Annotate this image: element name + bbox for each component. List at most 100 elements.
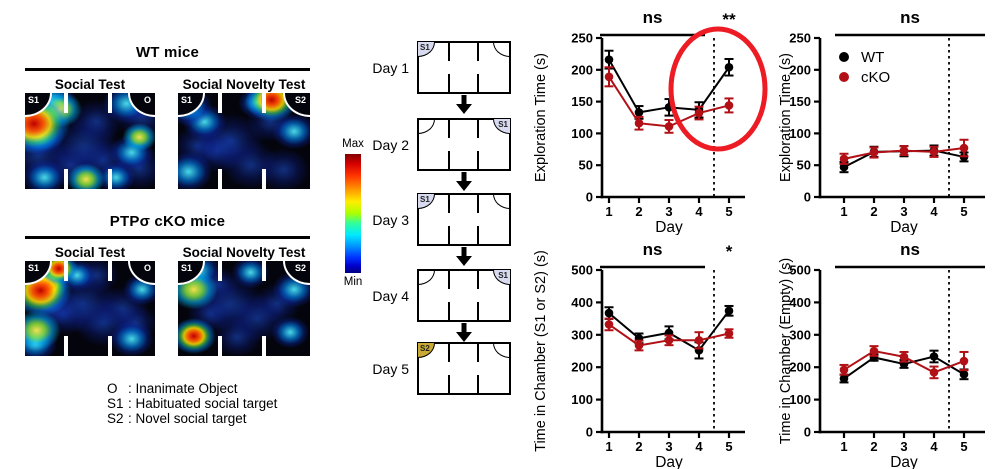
abbreviation-legend: O : Inanimate Object S1: Habituated social…: [107, 381, 277, 426]
ns-label: ns: [900, 8, 920, 27]
data-point: [724, 101, 734, 110]
chamber-divider: [217, 261, 222, 281]
x-tick-label: 1: [840, 204, 847, 219]
legend-text: : Novel social target: [128, 411, 247, 426]
apparatus-corner-tl: [418, 119, 435, 134]
charts-grid: ns ** 0 50 100 150 200 250 1 2 3 4 5 Exploration Time…: [530, 0, 1000, 469]
cage-label: S1: [181, 95, 193, 105]
x-tick-label: 2: [635, 439, 642, 454]
x-tick-label: 4: [695, 204, 703, 219]
y-tick-label: 200: [571, 62, 593, 77]
apparatus-divider: [447, 271, 450, 289]
y-tick-label: 200: [571, 360, 593, 375]
heatmap-test-label: Social Novelty Test: [182, 77, 306, 92]
y-tick-label: 500: [789, 263, 811, 278]
apparatus-divider: [447, 226, 450, 244]
apparatus-corner-label: S1: [498, 120, 508, 129]
heatmap-wt-novelty: S1 S2: [178, 93, 310, 189]
chamber-divider: [63, 261, 68, 281]
chamber-divider: [63, 336, 68, 356]
series-cKO: [839, 138, 969, 165]
apparatus-corner-tl: S1: [418, 194, 435, 209]
significance-label: **: [722, 10, 736, 29]
cage-label: S1: [28, 95, 40, 105]
chart-time-chamber-social: ns * 0 100 200 300 400 500 1 2 3 4 5 Time in Chamber …: [533, 240, 745, 469]
y-tick-label: 100: [571, 392, 593, 407]
legend-row: S1: Habituated social target: [107, 396, 277, 411]
cage-label: S2: [294, 263, 306, 273]
chamber-divider: [217, 168, 222, 189]
apparatus-box: S1: [417, 118, 511, 171]
apparatus-corner-tr: [493, 42, 510, 57]
y-tick-label: 0: [586, 190, 593, 205]
apparatus-corner-tr: [493, 194, 510, 209]
x-tick-label: 3: [665, 439, 672, 454]
highlight-ellipse: [668, 26, 768, 152]
heatmap-test-label: Social Test: [54, 77, 126, 92]
y-tick-label: 0: [804, 425, 811, 440]
data-point: [604, 55, 614, 64]
apparatus-divider: [477, 375, 480, 393]
day-label: Day 1: [372, 60, 409, 76]
data-point: [604, 308, 614, 318]
x-tick-label: 4: [930, 439, 938, 454]
apparatus-corner-label: S1: [498, 271, 508, 280]
x-tick-label: 2: [635, 204, 642, 219]
chamber-divider: [217, 336, 222, 356]
heatmap-panel: WT mice Social Test S1 O Social Novelty Test…: [0, 0, 335, 469]
y-tick-label: 300: [789, 327, 811, 342]
legend-label-cKO: cKO: [861, 69, 890, 86]
apparatus-divider: [447, 344, 450, 362]
y-axis-title: Exploration Time (s): [533, 53, 549, 182]
cage-corner-left: S1: [178, 93, 205, 117]
y-tick-label: 100: [789, 392, 811, 407]
chamber-divider: [262, 168, 267, 189]
legend-key: O: [107, 381, 118, 396]
data-point: [839, 154, 849, 164]
y-tick-label: 250: [571, 31, 593, 46]
data-point: [959, 143, 969, 153]
apparatus-divider: [477, 151, 480, 169]
legend-row: S2: Novel social target: [107, 411, 277, 426]
day-label: Day 3: [372, 212, 409, 228]
x-axis-title: Day: [655, 219, 683, 235]
apparatus-box: S1: [417, 41, 511, 94]
heatmap-group-title: PTPσ cKO mice: [109, 213, 226, 230]
apparatus-corner-tl: S1: [418, 42, 435, 57]
heatmap-group-title: WT mice: [135, 44, 200, 61]
day-label: Day 4: [372, 288, 409, 304]
legend-key: S1: [107, 396, 124, 411]
data-point: [664, 336, 674, 345]
legend-text: : Inanimate Object: [128, 381, 238, 396]
chart-exploration-habituation: ns 0 50 100 150 200 250 1 2 3 4 5 Exploration Time (…: [778, 8, 985, 235]
data-point: [664, 122, 674, 131]
data-point: [959, 356, 969, 366]
x-tick-label: 5: [960, 439, 967, 454]
chamber-divider: [262, 261, 267, 281]
apparatus-box: S1: [417, 193, 511, 246]
data-point: [869, 148, 879, 157]
cage-label: S1: [181, 263, 193, 273]
apparatus-divider: [447, 195, 450, 213]
apparatus-divider: [447, 375, 450, 393]
apparatus-corner-tr: S1: [493, 119, 510, 134]
day-label: Day 5: [372, 361, 409, 377]
y-tick-label: 100: [789, 126, 811, 141]
apparatus-divider: [477, 195, 480, 213]
cage-corner-right: O: [128, 93, 155, 117]
data-point: [634, 341, 644, 350]
legend-row: O : Inanimate Object: [107, 381, 277, 396]
heatmap-test-label: Social Test: [54, 245, 126, 260]
x-axis-title: Day: [890, 219, 918, 235]
heatmap-cko-novelty: S1 S2: [178, 261, 310, 356]
apparatus-divider: [477, 271, 480, 289]
apparatus-divider: [477, 74, 480, 92]
apparatus-corner-tl: [418, 270, 435, 285]
data-point: [929, 147, 939, 157]
colorbar-min-label: Min: [343, 276, 363, 288]
data-point: [724, 306, 734, 316]
data-point: [724, 62, 734, 72]
apparatus-corner-tr: [493, 343, 510, 358]
y-tick-label: 100: [571, 126, 593, 141]
apparatus-corner-label: S1: [420, 43, 430, 52]
